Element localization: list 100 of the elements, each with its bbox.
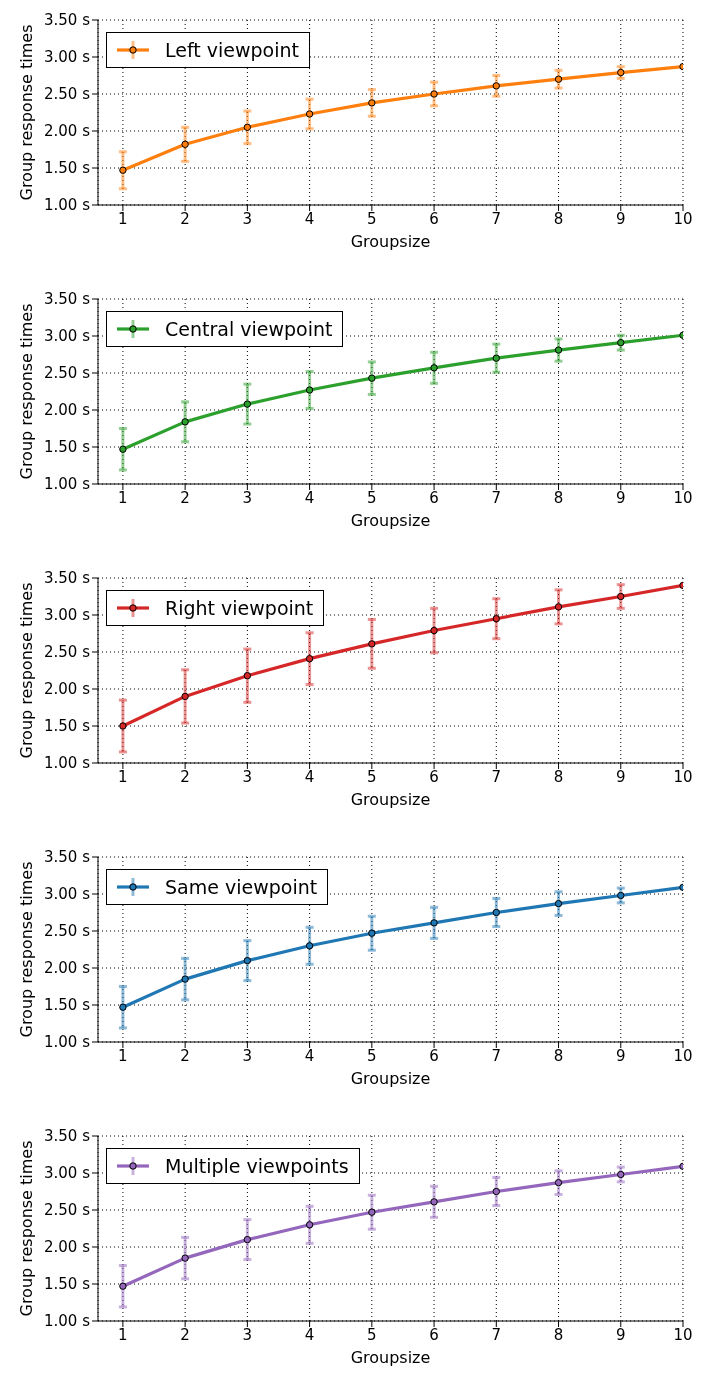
x-tick-label: 5: [367, 488, 377, 507]
y-tick-label: 3.00 s: [44, 1164, 91, 1183]
x-tick-label: 5: [367, 1325, 377, 1344]
y-tick-label: 2.50 s: [44, 922, 91, 941]
x-tick-label: 10: [673, 1046, 693, 1065]
x-axis-title: Groupsize: [350, 1348, 431, 1367]
y-tick-label: 3.50 s: [44, 1127, 91, 1146]
x-tick-label: 2: [180, 1046, 190, 1065]
point: [119, 1003, 127, 1011]
point: [492, 908, 500, 917]
x-tick-label: 2: [180, 488, 190, 507]
x-tick-label: 1: [118, 1046, 128, 1065]
x-tick-label: 8: [553, 488, 564, 507]
y-tick-label: 3.00 s: [44, 48, 91, 67]
x-tick-label: 6: [429, 209, 439, 228]
y-tick-label: 3.50 s: [44, 848, 91, 867]
point: [119, 722, 127, 730]
y-tick-label: 3.00 s: [44, 885, 91, 904]
point: [492, 82, 500, 90]
point: [181, 692, 189, 701]
point: [305, 386, 314, 394]
point: [492, 354, 500, 362]
point: [554, 899, 563, 908]
point: [368, 640, 376, 648]
x-tick-label: 4: [304, 1325, 315, 1344]
x-tick-label: 3: [242, 1046, 253, 1065]
point: [243, 956, 252, 965]
point: [554, 603, 563, 611]
legend-label: Same viewpoint: [165, 876, 318, 898]
point: [368, 99, 376, 107]
legend-label: Right viewpoint: [165, 597, 314, 619]
y-tick-label: 2.00 s: [44, 122, 91, 141]
y-tick-label: 2.00 s: [44, 401, 91, 420]
x-tick-label: 10: [673, 209, 693, 228]
point: [119, 166, 127, 174]
point: [430, 626, 438, 635]
point: [243, 1235, 252, 1244]
x-tick-label: 7: [491, 209, 502, 228]
y-tick-label: 2.50 s: [44, 85, 91, 104]
x-tick-label: 3: [242, 209, 253, 228]
x-tick-label: 9: [615, 1325, 626, 1344]
y-tick-label: 2.00 s: [44, 959, 91, 978]
point: [430, 919, 438, 927]
y-tick-label: 1.00 s: [44, 196, 91, 215]
point: [305, 942, 314, 950]
y-tick-label: 2.00 s: [44, 1238, 91, 1257]
x-tick-label: 7: [491, 767, 502, 786]
y-axis-title: Group response times: [16, 861, 36, 1038]
point: [430, 364, 438, 372]
point: [181, 140, 189, 149]
y-axis-title: Group response times: [16, 24, 36, 201]
y-tick-label: 3.50 s: [44, 290, 91, 309]
x-tick-label: 4: [304, 767, 315, 786]
x-tick-label: 9: [615, 209, 626, 228]
point: [243, 123, 252, 131]
y-axis-title: Group response times: [16, 303, 36, 480]
y-tick-label: 3.00 s: [44, 327, 91, 346]
legend-label: Multiple viewpoints: [165, 1155, 349, 1177]
point: [119, 1282, 127, 1290]
point: [119, 445, 127, 453]
y-tick-label: 1.00 s: [44, 475, 91, 494]
point: [554, 346, 563, 354]
x-tick-label: 10: [673, 767, 693, 786]
x-tick-label: 1: [118, 488, 128, 507]
y-tick-label: 1.00 s: [44, 1033, 91, 1052]
x-tick-label: 9: [615, 1046, 626, 1065]
x-tick-label: 6: [429, 1046, 439, 1065]
x-tick-label: 2: [180, 767, 190, 786]
y-tick-label: 1.50 s: [44, 1275, 91, 1294]
x-tick-label: 2: [180, 1325, 190, 1344]
y-tick-label: 1.50 s: [44, 996, 91, 1015]
point: [305, 654, 314, 663]
point: [368, 1208, 376, 1216]
point: [430, 1198, 438, 1206]
x-tick-label: 3: [242, 1325, 253, 1344]
x-axis-title: Groupsize: [350, 1069, 431, 1088]
point: [368, 374, 376, 382]
x-tick-label: 9: [615, 488, 626, 507]
x-tick-label: 6: [429, 488, 439, 507]
legend-label: Left viewpoint: [165, 39, 299, 61]
x-tick-label: 4: [304, 209, 315, 228]
point: [492, 615, 500, 623]
point: [243, 400, 252, 408]
x-tick-label: 8: [553, 1325, 564, 1344]
y-tick-label: 1.00 s: [44, 1312, 91, 1331]
y-tick-label: 1.50 s: [44, 438, 91, 457]
x-tick-label: 4: [304, 1046, 315, 1065]
point: [617, 592, 625, 601]
y-tick-label: 1.50 s: [44, 717, 91, 736]
x-tick-label: 2: [180, 209, 190, 228]
point: [554, 75, 563, 83]
x-axis-title: Groupsize: [350, 790, 431, 809]
point: [368, 929, 376, 937]
x-tick-label: 3: [242, 767, 253, 786]
x-tick-label: 6: [429, 1325, 439, 1344]
x-tick-label: 4: [304, 488, 315, 507]
y-tick-label: 2.50 s: [44, 643, 91, 662]
x-tick-label: 8: [553, 1046, 564, 1065]
point: [181, 975, 189, 983]
x-tick-label: 7: [491, 1046, 502, 1065]
